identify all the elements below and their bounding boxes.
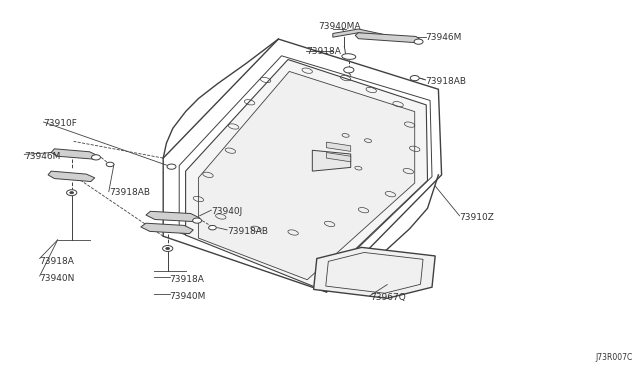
Text: 73918AB: 73918AB [227, 227, 268, 236]
Circle shape [70, 192, 74, 194]
Polygon shape [48, 171, 95, 182]
Text: 73940MA: 73940MA [318, 22, 360, 31]
Circle shape [166, 247, 170, 250]
Circle shape [193, 218, 202, 223]
Text: 73918A: 73918A [170, 275, 204, 284]
Text: 73918AB: 73918AB [426, 77, 467, 86]
Text: 73940J: 73940J [211, 207, 243, 216]
Polygon shape [326, 153, 351, 162]
Polygon shape [146, 211, 200, 222]
Circle shape [410, 76, 419, 81]
Polygon shape [186, 60, 428, 287]
Polygon shape [198, 71, 415, 280]
Text: 73940M: 73940M [170, 292, 206, 301]
Text: J73R007C: J73R007C [595, 353, 632, 362]
Text: 73918A: 73918A [306, 47, 340, 56]
Circle shape [163, 246, 173, 251]
Circle shape [106, 162, 114, 167]
Circle shape [67, 190, 77, 196]
Polygon shape [333, 29, 383, 37]
Polygon shape [314, 247, 435, 298]
Text: 73967Q: 73967Q [370, 293, 406, 302]
Polygon shape [326, 142, 351, 151]
Text: 73910Z: 73910Z [460, 213, 494, 222]
Text: 73946M: 73946M [426, 33, 462, 42]
Circle shape [167, 164, 176, 169]
Circle shape [414, 39, 423, 44]
Circle shape [344, 67, 354, 73]
Circle shape [92, 155, 100, 160]
Polygon shape [51, 149, 97, 159]
Text: 73910F: 73910F [44, 119, 77, 128]
Polygon shape [355, 33, 421, 43]
Polygon shape [312, 150, 351, 171]
Ellipse shape [342, 54, 356, 60]
Text: 73918AB: 73918AB [109, 188, 150, 197]
Text: 73946M: 73946M [24, 152, 61, 161]
Text: 73918A: 73918A [40, 257, 74, 266]
Polygon shape [141, 223, 193, 234]
Circle shape [209, 225, 216, 230]
Text: 73940N: 73940N [40, 274, 75, 283]
